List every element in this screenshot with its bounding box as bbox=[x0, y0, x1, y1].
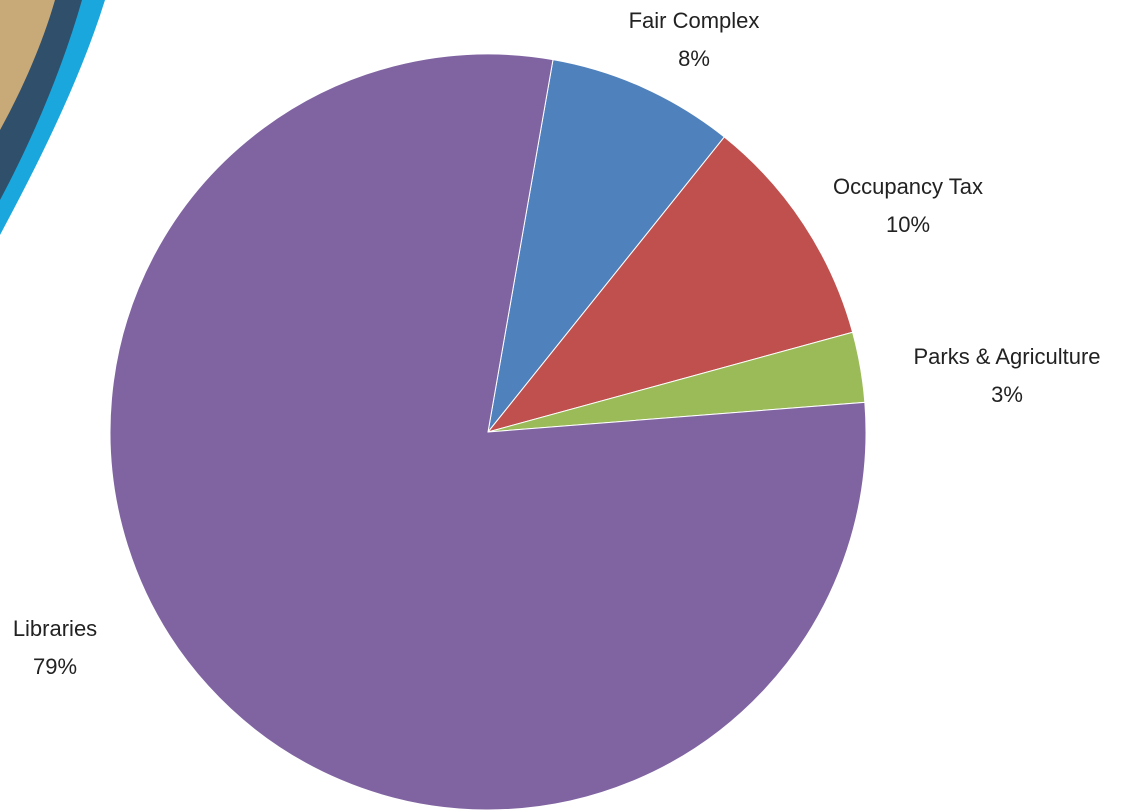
pie-slice bbox=[109, 53, 867, 811]
decorative-image bbox=[0, 0, 55, 130]
slice-value-label: 8% bbox=[678, 46, 710, 71]
slice-label: Occupancy Tax bbox=[833, 174, 983, 199]
slice-label: Libraries bbox=[13, 616, 97, 641]
pie-slice bbox=[486, 136, 854, 433]
slice-label: Parks & Agriculture bbox=[913, 344, 1100, 369]
slice-value-label: 10% bbox=[886, 212, 930, 237]
slice-value-label: 79% bbox=[33, 654, 77, 679]
decoration bbox=[0, 0, 105, 235]
slice-value-label: 3% bbox=[991, 382, 1023, 407]
slice-label: Fair Complex bbox=[629, 8, 760, 33]
pie-slice bbox=[487, 59, 726, 433]
